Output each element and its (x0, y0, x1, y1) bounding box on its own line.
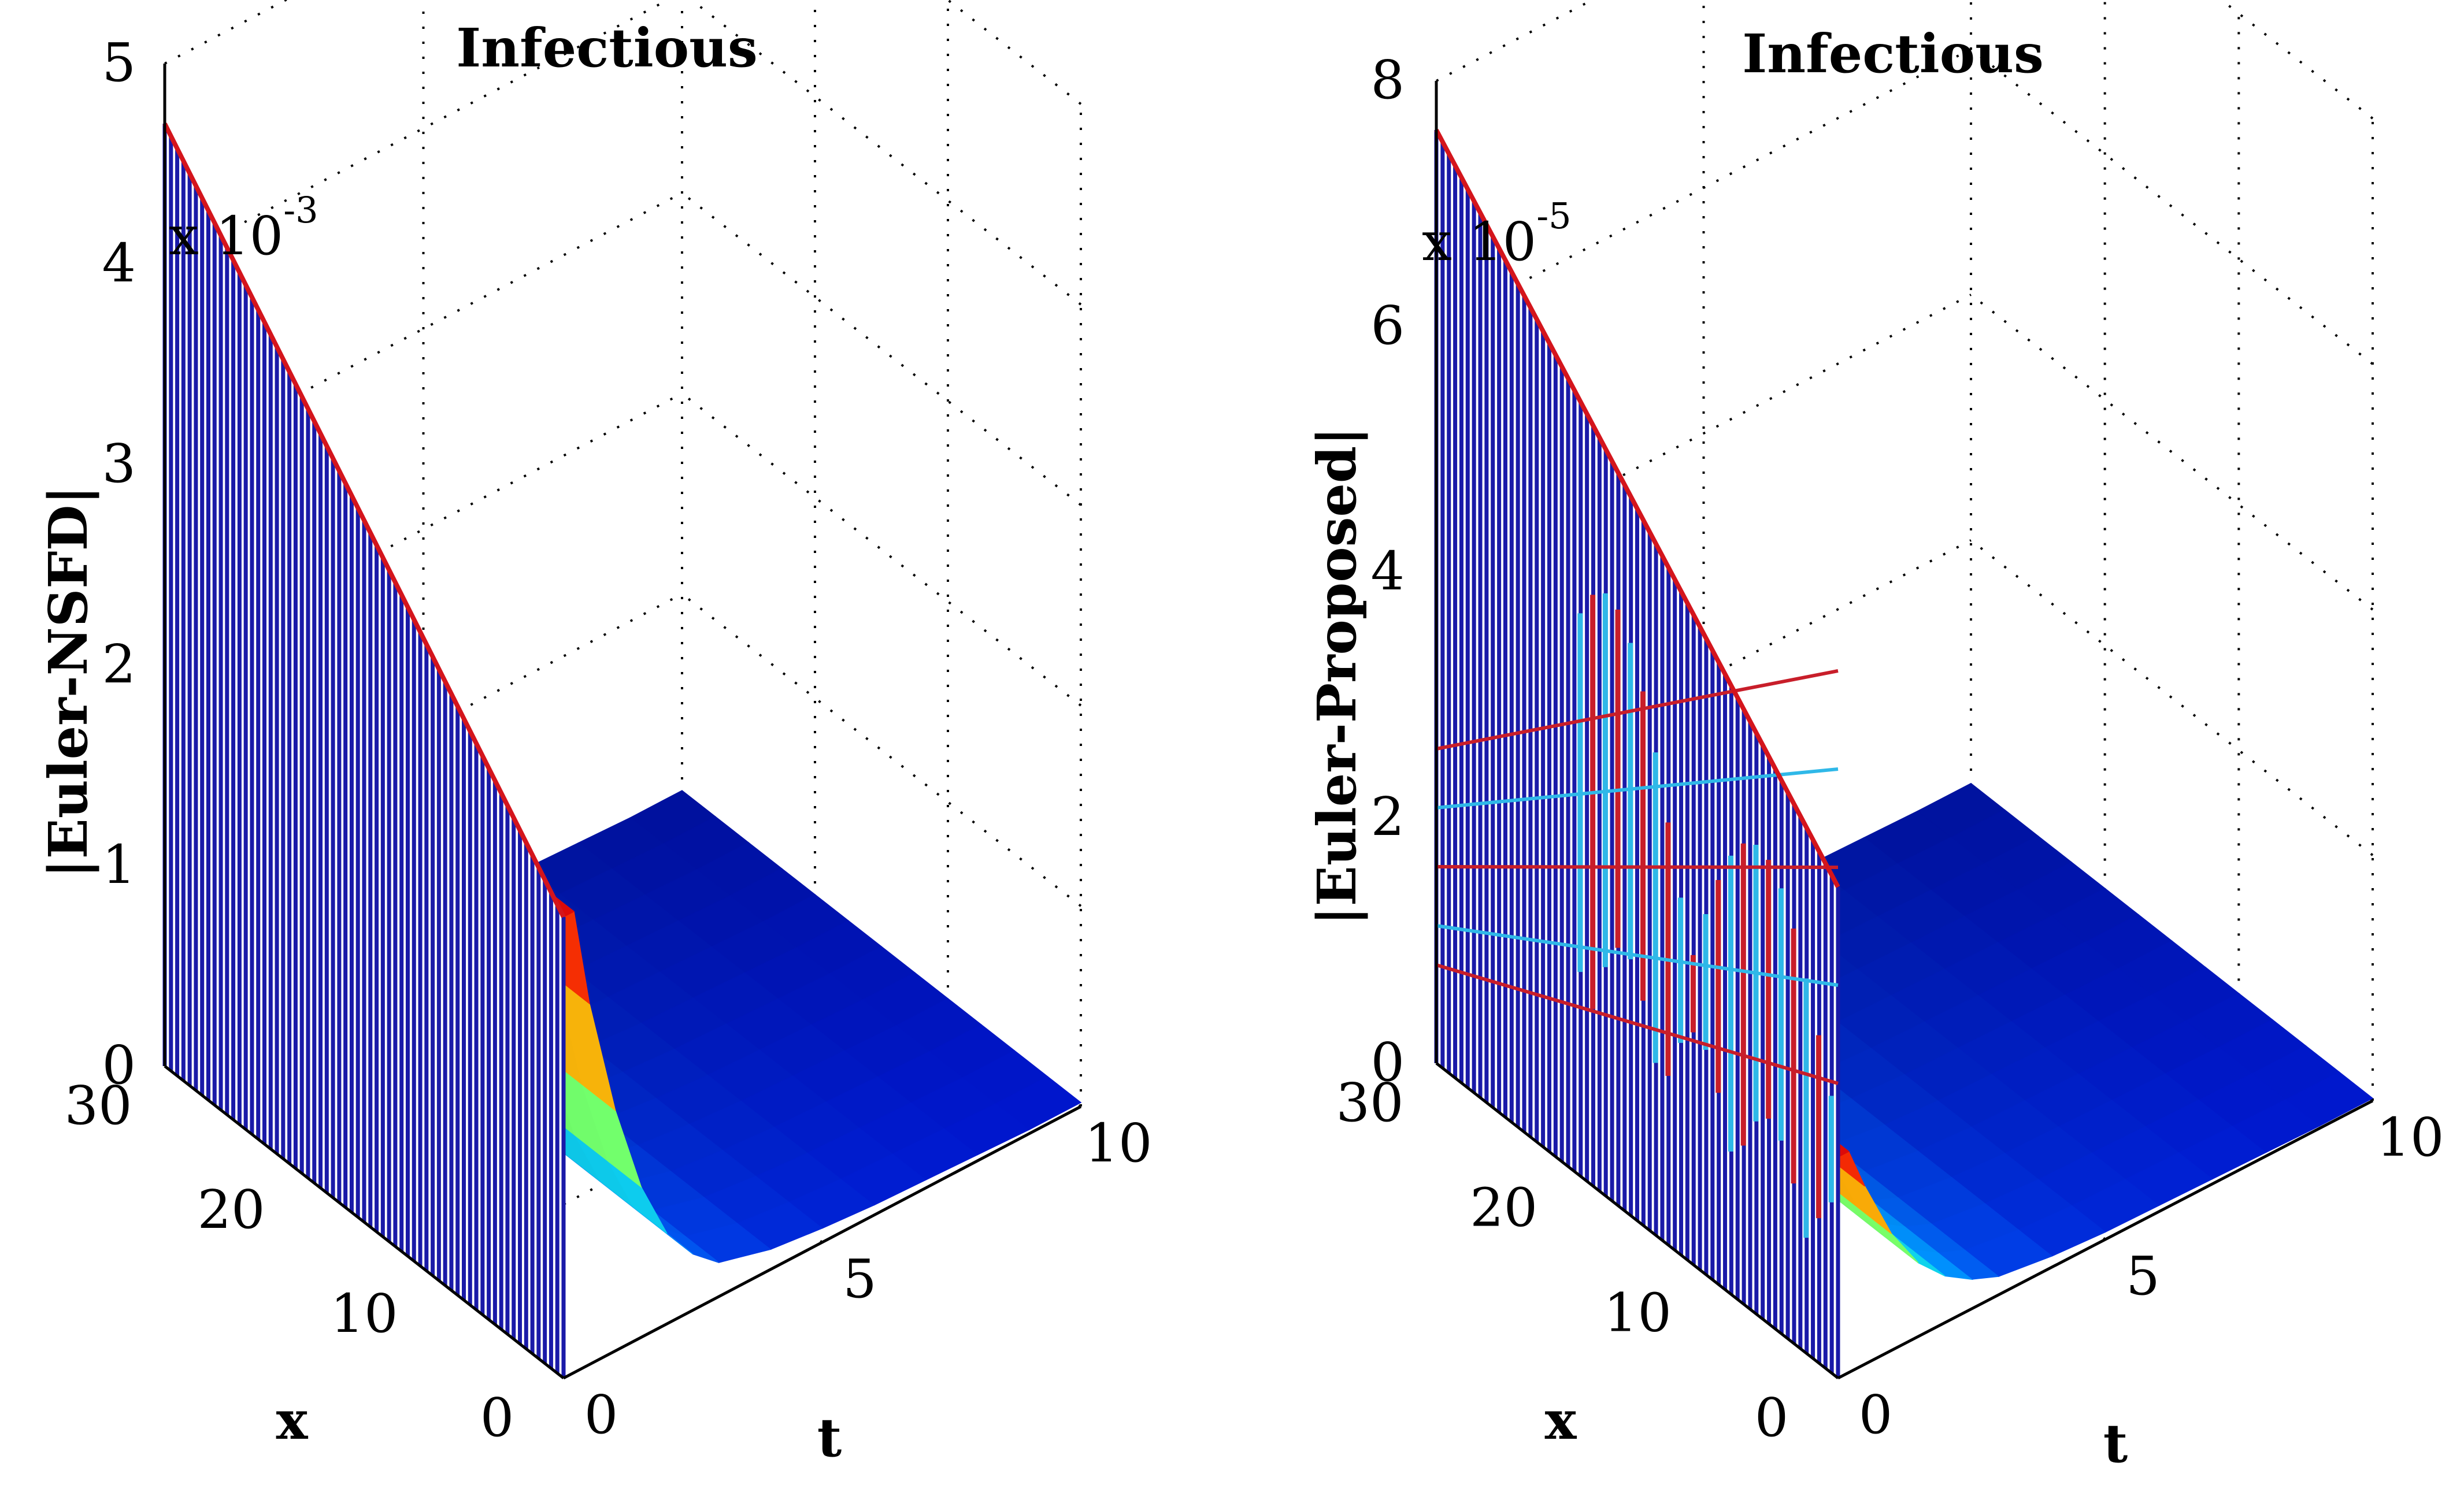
chart-title: Infectious (1742, 23, 2044, 85)
axes (163, 64, 1082, 1380)
x-tick-label: 30 (1336, 1072, 1403, 1134)
wall-band (1436, 924, 1839, 987)
t-ticks: 0 5 10 (1859, 1107, 2444, 1446)
grid-line (681, 392, 1082, 707)
x-tick-label: 10 (1604, 1282, 1672, 1343)
z-multiplier: x 10-5 (1422, 195, 1572, 273)
t-tick-label: 5 (843, 1248, 877, 1310)
x-ticks: 0 10 20 30 (1336, 1072, 1788, 1449)
x-axis-line (164, 1065, 565, 1379)
wall-band (1436, 767, 1839, 810)
t-axis-line (1837, 1099, 2374, 1380)
chart-title: Infectious (456, 17, 758, 79)
z-tick-label: 6 (1370, 295, 1405, 357)
x-tick-label: 20 (1470, 1177, 1537, 1239)
z-tick-label: 1 (102, 834, 136, 896)
t-tick-label: 10 (1084, 1112, 1152, 1174)
x-tick-label: 10 (330, 1283, 398, 1345)
error-wall (162, 122, 566, 1378)
t-tick-label: 5 (2126, 1245, 2160, 1307)
wall-band (1436, 963, 1839, 1085)
x-tick-label: 30 (64, 1075, 132, 1137)
t-tick-label: 0 (1859, 1384, 1893, 1446)
z-multiplier: x 10-3 (169, 189, 318, 267)
t-tick-label: 0 (584, 1384, 618, 1446)
z-tick-label: 2 (1370, 786, 1405, 848)
z-axis-label: |Euler-NSFD| (37, 485, 99, 878)
grid-line (1970, 539, 2374, 856)
t-tick-label: 10 (2376, 1107, 2444, 1168)
x-tick-label: 0 (1755, 1387, 1789, 1449)
x-axis-line (1435, 1062, 1839, 1379)
z-tick-label: 2 (102, 633, 136, 695)
grid-line (1970, 48, 2374, 365)
panel-euler-nsfd: Infectious x 10-3 |Euler-NSFD| x t 01020… (37, 0, 1153, 1469)
wall-top-edge (162, 122, 566, 918)
x-ticks: 0 10 20 30 (64, 1075, 514, 1449)
grid-line (681, 593, 1082, 907)
z-tick-label: 0 (1370, 1031, 1405, 1093)
grid-line (690, 0, 1082, 306)
z-tick-label: 5 (102, 32, 136, 94)
t-axis-label: t (2103, 1412, 2128, 1475)
grid-line (681, 192, 1082, 506)
axes (1435, 81, 2374, 1380)
x-axis-label: x (276, 1389, 309, 1451)
t-axis-label: t (817, 1406, 842, 1469)
t-ticks: 0 5 10 (584, 1112, 1153, 1446)
z-tick-label: 4 (102, 232, 136, 294)
grid-line (1970, 294, 2374, 611)
z-ticks: 0 2 4 6 8 (1370, 49, 1405, 1093)
z-tick-label: 8 (1370, 49, 1405, 111)
t-axis-line (562, 1105, 1082, 1380)
panel-euler-proposed: Infectious x 10-5 |Euler-Proposed| x t 0… (1306, 0, 2444, 1475)
wall-top-edge (1434, 129, 1840, 888)
wall-band (1436, 669, 1839, 751)
x-tick-label: 0 (480, 1387, 514, 1449)
z-tick-label: 0 (102, 1034, 136, 1096)
z-axis-label: |Euler-Proposed| (1306, 426, 1368, 925)
z-tick-label: 4 (1370, 540, 1405, 602)
grid-line (1436, 294, 1972, 573)
error-wall (1434, 129, 1840, 1378)
z-ticks: 0 1 2 3 4 5 (102, 32, 136, 1096)
x-axis-label: x (1545, 1389, 1577, 1451)
x-tick-label: 20 (197, 1179, 265, 1241)
z-tick-label: 3 (102, 433, 136, 495)
